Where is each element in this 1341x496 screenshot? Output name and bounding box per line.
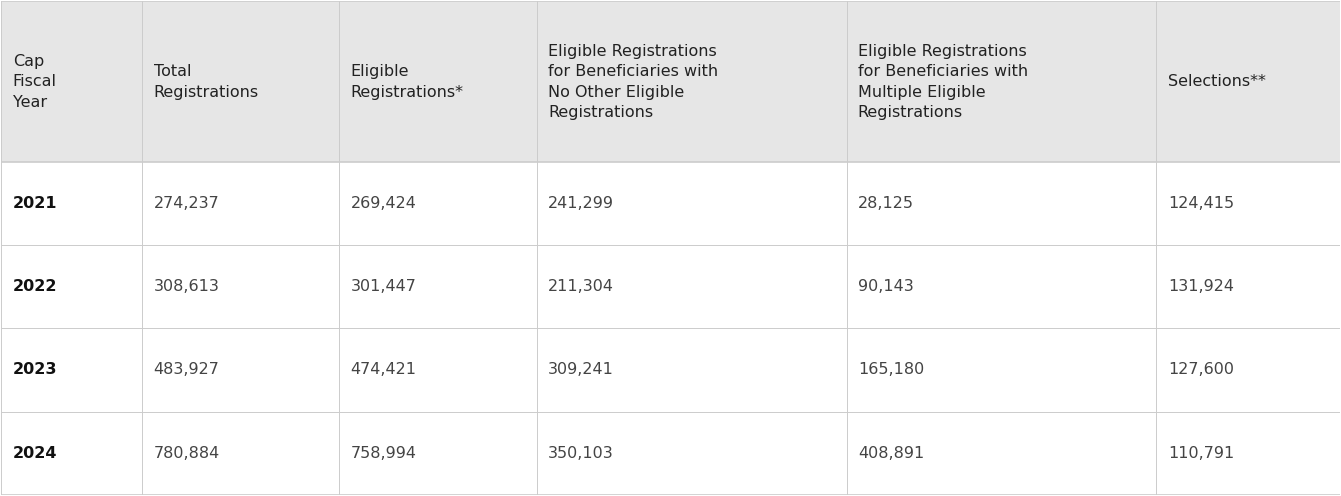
Text: 308,613: 308,613 bbox=[153, 279, 220, 294]
Text: 2024: 2024 bbox=[12, 445, 58, 461]
Bar bbox=[1, 162, 1340, 246]
Text: 2022: 2022 bbox=[12, 279, 58, 294]
Bar bbox=[1, 328, 1340, 412]
Text: 301,447: 301,447 bbox=[351, 279, 417, 294]
Text: 483,927: 483,927 bbox=[153, 363, 220, 377]
Text: 165,180: 165,180 bbox=[858, 363, 924, 377]
Bar bbox=[1, 1, 1340, 162]
Text: 90,143: 90,143 bbox=[858, 279, 913, 294]
Text: 309,241: 309,241 bbox=[548, 363, 614, 377]
Text: Selections**: Selections** bbox=[1168, 74, 1266, 89]
Text: 408,891: 408,891 bbox=[858, 445, 924, 461]
Bar bbox=[1, 246, 1340, 328]
Text: Eligible
Registrations*: Eligible Registrations* bbox=[351, 64, 464, 100]
Text: Cap
Fiscal
Year: Cap Fiscal Year bbox=[12, 54, 56, 110]
Text: Eligible Registrations
for Beneficiaries with
No Other Eligible
Registrations: Eligible Registrations for Beneficiaries… bbox=[548, 44, 717, 120]
Text: Eligible Registrations
for Beneficiaries with
Multiple Eligible
Registrations: Eligible Registrations for Beneficiaries… bbox=[858, 44, 1029, 120]
Text: 474,421: 474,421 bbox=[351, 363, 417, 377]
Text: 274,237: 274,237 bbox=[153, 196, 220, 211]
Text: 2023: 2023 bbox=[12, 363, 58, 377]
Text: 241,299: 241,299 bbox=[548, 196, 614, 211]
Text: Total
Registrations: Total Registrations bbox=[153, 64, 259, 100]
Text: 131,924: 131,924 bbox=[1168, 279, 1234, 294]
Bar bbox=[1, 412, 1340, 495]
Text: 127,600: 127,600 bbox=[1168, 363, 1234, 377]
Text: 124,415: 124,415 bbox=[1168, 196, 1234, 211]
Text: 758,994: 758,994 bbox=[351, 445, 417, 461]
Text: 211,304: 211,304 bbox=[548, 279, 614, 294]
Text: 780,884: 780,884 bbox=[153, 445, 220, 461]
Text: 269,424: 269,424 bbox=[351, 196, 417, 211]
Text: 350,103: 350,103 bbox=[548, 445, 614, 461]
Text: 28,125: 28,125 bbox=[858, 196, 913, 211]
Text: 110,791: 110,791 bbox=[1168, 445, 1234, 461]
Text: 2021: 2021 bbox=[12, 196, 58, 211]
